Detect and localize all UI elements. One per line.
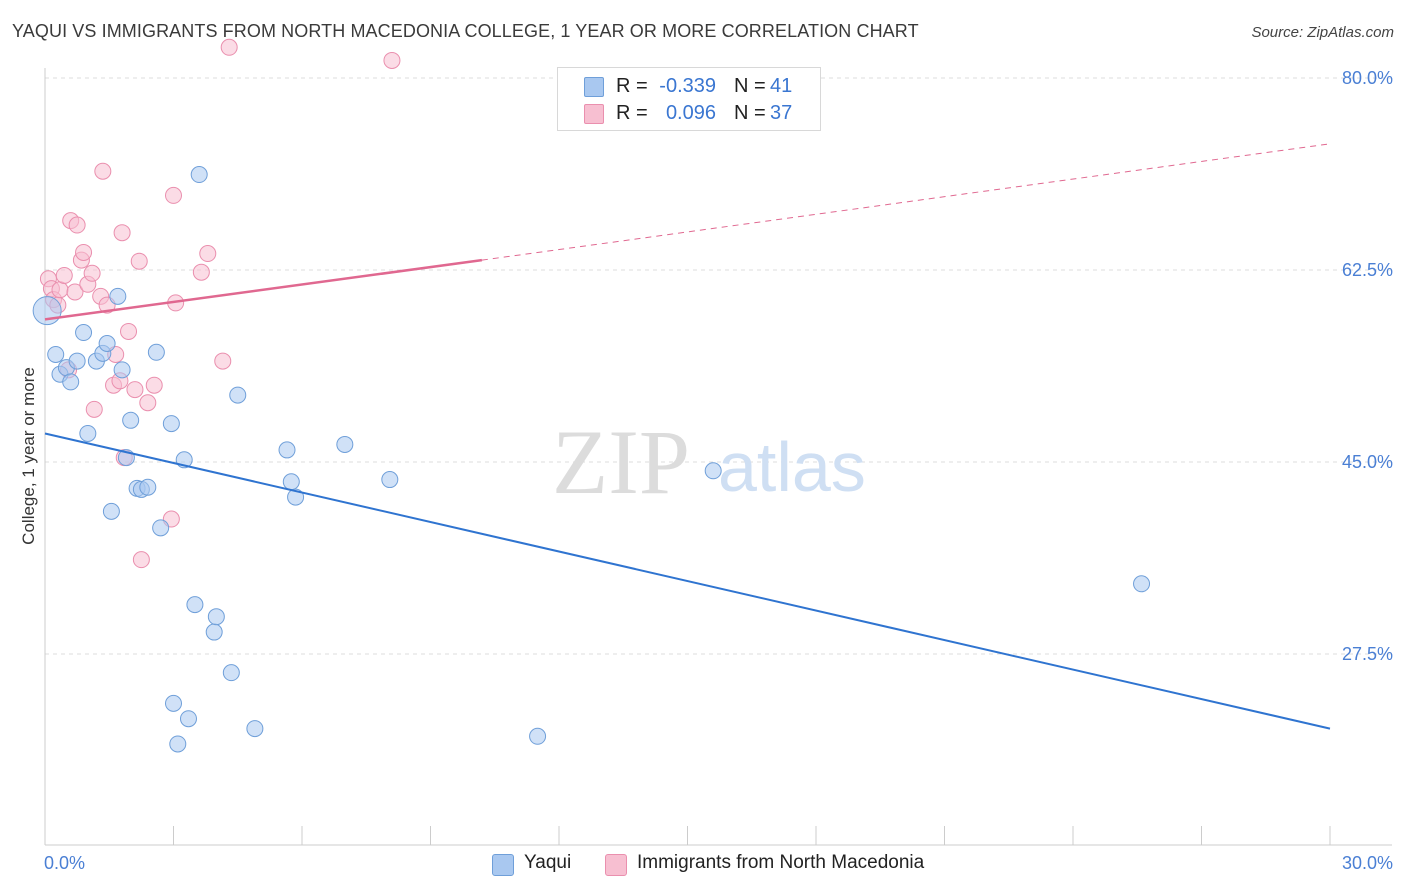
x-tick-label: 0.0% xyxy=(44,853,85,873)
data-point-yaqui xyxy=(278,441,296,459)
legend-swatch-north-macedonia xyxy=(584,104,604,124)
watermark-zip: ZIP xyxy=(552,411,690,513)
y-axis-label: College, 1 year or more xyxy=(19,367,38,545)
legend-swatch-yaqui xyxy=(584,77,604,97)
data-point-north-macedonia xyxy=(214,352,232,370)
data-point-yaqui xyxy=(75,324,93,342)
legend-label-north-macedonia: Immigrants from North Macedonia xyxy=(637,852,925,873)
trend-lines xyxy=(44,143,1331,730)
data-point-north-macedonia xyxy=(132,551,150,569)
data-point-yaqui xyxy=(704,462,722,480)
y-tick-label: 80.0% xyxy=(1342,68,1393,88)
tick-labels: 80.0% 62.5% 45.0% 27.5% 0.0% 30.0% xyxy=(44,68,1393,873)
data-point-yaqui xyxy=(139,478,157,496)
data-point-yaqui xyxy=(98,335,116,353)
data-point-yaqui xyxy=(122,411,140,429)
axes xyxy=(44,68,1392,846)
data-point-north-macedonia xyxy=(66,283,84,301)
grid-lines xyxy=(45,77,1392,655)
data-point-north-macedonia xyxy=(145,376,163,394)
data-point-yaqui xyxy=(113,361,131,379)
y-tick-label: 27.5% xyxy=(1342,644,1393,664)
data-point-north-macedonia xyxy=(85,400,103,418)
data-point-yaqui xyxy=(147,343,165,361)
legend-n-value: 41 xyxy=(770,75,793,97)
legend-label-yaqui: Yaqui xyxy=(524,852,572,873)
series-yaqui-points xyxy=(32,166,1151,753)
data-point-north-macedonia xyxy=(94,162,112,180)
watermark: ZIP atlas xyxy=(552,411,866,513)
data-point-yaqui xyxy=(336,435,354,453)
data-point-yaqui xyxy=(1133,575,1151,593)
data-point-yaqui xyxy=(229,386,247,404)
data-point-north-macedonia xyxy=(165,186,182,204)
data-point-north-macedonia xyxy=(220,38,238,56)
x-tick-label: 30.0% xyxy=(1342,853,1393,873)
legend-r-value: 0.096 xyxy=(665,102,716,124)
legend-row-north-macedonia: R = 0.096 N = 37 xyxy=(558,101,820,127)
legend-swatch-north-macedonia xyxy=(605,854,627,876)
y-tick-label: 62.5% xyxy=(1342,260,1393,280)
data-point-north-macedonia xyxy=(120,322,138,340)
data-point-yaqui xyxy=(152,519,170,537)
data-point-yaqui xyxy=(79,424,97,442)
watermark-atlas: atlas xyxy=(718,428,866,506)
data-point-north-macedonia xyxy=(55,266,73,284)
legend-row-yaqui: R = -0.339 N = 41 xyxy=(558,74,820,100)
data-point-yaqui xyxy=(246,720,264,738)
data-point-north-macedonia xyxy=(192,263,210,281)
legend-swatch-yaqui xyxy=(492,854,514,876)
legend-r-label: R = xyxy=(616,75,648,97)
series-north-macedonia-points xyxy=(39,38,401,569)
legend-n-label: N = xyxy=(734,102,766,124)
data-point-yaqui xyxy=(186,596,204,614)
data-point-yaqui xyxy=(207,608,225,626)
data-point-north-macedonia xyxy=(383,51,401,69)
data-point-yaqui xyxy=(169,735,187,753)
data-point-north-macedonia xyxy=(199,245,217,263)
data-point-yaqui xyxy=(47,345,65,363)
data-point-yaqui xyxy=(165,694,182,712)
chart-title: YAQUI VS IMMIGRANTS FROM NORTH MACEDONIA… xyxy=(12,21,919,41)
data-point-yaqui xyxy=(222,664,240,682)
data-point-yaqui xyxy=(179,710,197,728)
y-tick-label: 45.0% xyxy=(1342,452,1393,472)
source-label: Source: ZipAtlas.com xyxy=(1251,24,1394,41)
data-point-yaqui xyxy=(282,473,300,491)
data-point-north-macedonia xyxy=(68,216,86,234)
data-point-yaqui xyxy=(190,166,208,184)
legend-n-label: N = xyxy=(734,75,766,97)
trend-line-yaqui xyxy=(44,432,1331,730)
correlation-legend: R = -0.339 N = 41 R = 0.096 N = 37 xyxy=(557,67,821,131)
trend-line-north-macedonia-extension xyxy=(481,143,1331,261)
data-point-yaqui xyxy=(68,352,86,370)
data-point-north-macedonia xyxy=(126,381,144,399)
series-legend: Yaqui Immigrants from North Macedonia xyxy=(0,852,1406,878)
data-point-yaqui xyxy=(381,471,399,489)
data-point-north-macedonia xyxy=(130,252,148,270)
data-point-north-macedonia xyxy=(51,281,69,299)
data-point-yaqui xyxy=(109,287,127,305)
data-point-north-macedonia xyxy=(139,394,157,412)
data-point-yaqui xyxy=(205,623,223,641)
data-point-yaqui xyxy=(162,415,180,433)
data-point-north-macedonia xyxy=(83,264,101,282)
data-point-yaqui xyxy=(62,373,80,391)
data-point-yaqui xyxy=(102,502,120,520)
data-point-yaqui xyxy=(287,488,305,506)
legend-n-value: 37 xyxy=(770,102,793,124)
legend-r-value: -0.339 xyxy=(659,75,716,97)
data-point-north-macedonia xyxy=(75,243,93,261)
data-point-yaqui xyxy=(32,296,62,326)
legend-r-label: R = xyxy=(616,102,648,124)
data-point-north-macedonia xyxy=(113,224,131,242)
trend-line-north-macedonia xyxy=(44,258,483,321)
data-point-yaqui xyxy=(529,727,547,745)
